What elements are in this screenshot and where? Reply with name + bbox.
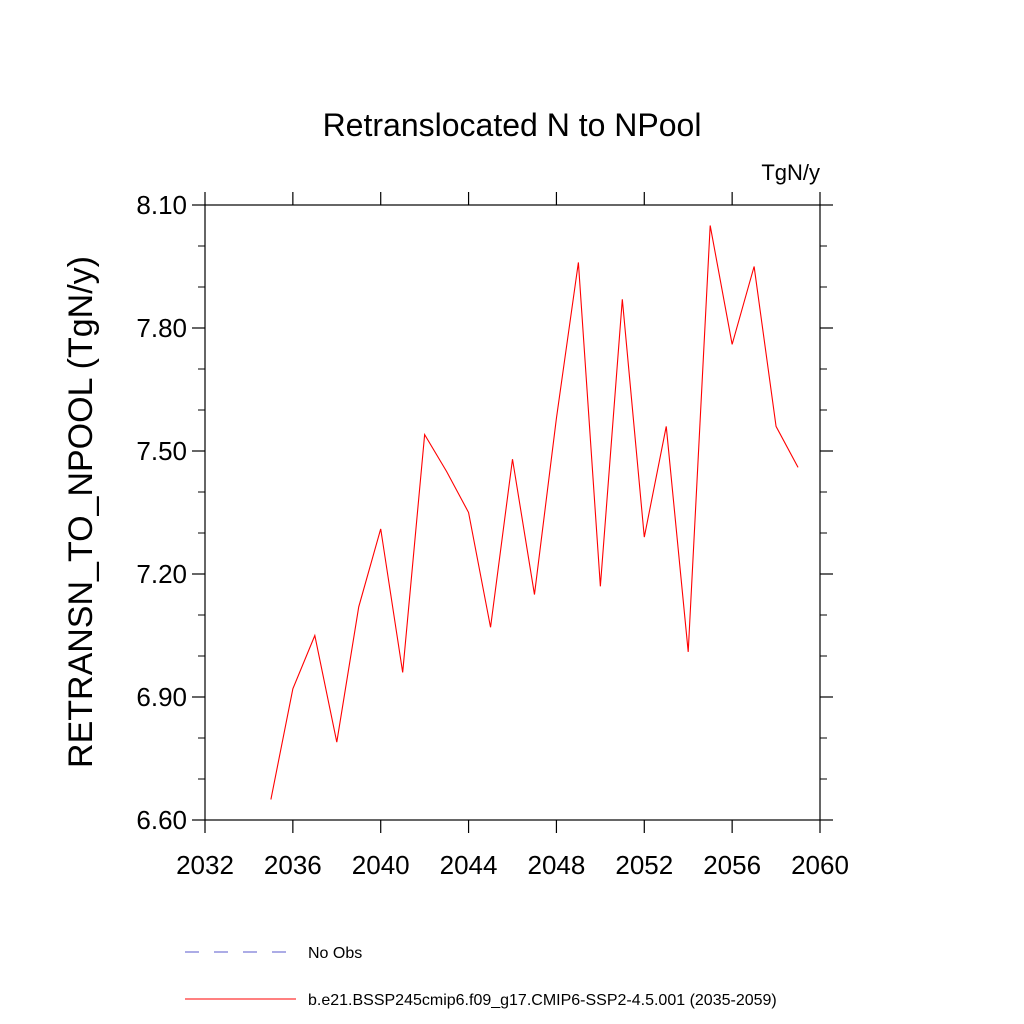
series-layer [270,225,799,800]
axis-ticks [192,192,833,833]
x-tick-label: 2060 [791,850,849,880]
y-tick-label: 7.80 [136,313,187,343]
y-tick-label: 6.90 [136,682,187,712]
y-axis-label: RETRANSN_TO_NPOOL (TgN/y) [62,256,100,768]
x-tick-label: 2044 [440,850,498,880]
units-label: TgN/y [761,160,820,185]
x-tick-label: 2056 [703,850,761,880]
x-tick-label: 2040 [352,850,410,880]
y-tick-label: 7.50 [136,436,187,466]
series-line [270,225,799,800]
plot-frame [204,204,821,821]
legend: No Obs b.e21.BSSP245cmip6.f09_g17.CMIP6-S… [185,945,777,1009]
x-tick-label: 2052 [615,850,673,880]
y-tick-label: 8.10 [136,190,187,220]
x-tick-label: 2036 [264,850,322,880]
legend-label: No Obs [308,945,362,962]
y-tick-label: 7.20 [136,559,187,589]
tick-labels: 2032 2036 2040 2044 2048 2052 2056 2060 6.60 6.90… [136,190,849,880]
chart-title: Retranslocated N to NPool [323,107,702,143]
x-tick-label: 2032 [176,850,234,880]
x-tick-label: 2048 [528,850,586,880]
y-tick-label: 6.60 [136,805,187,835]
legend-label: b.e21.BSSP245cmip6.f09_g17.CMIP6-SSP2-4.… [308,992,777,1009]
